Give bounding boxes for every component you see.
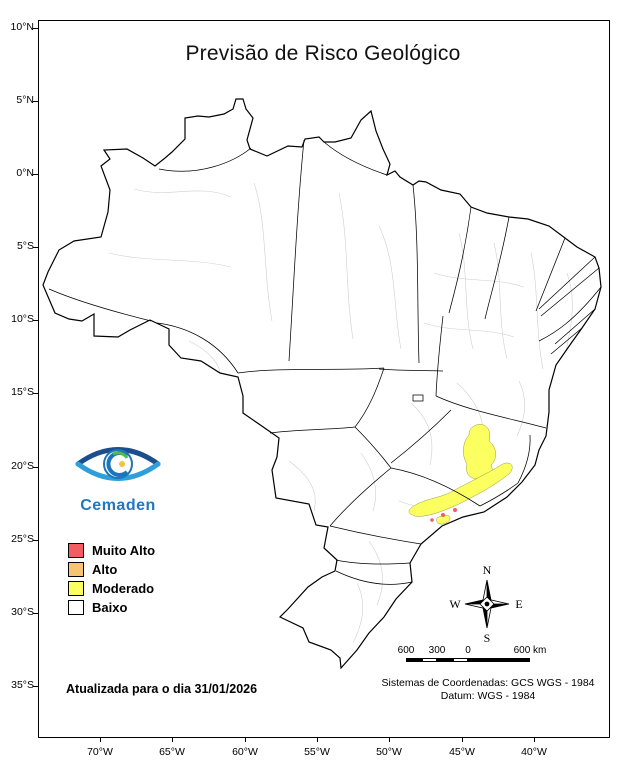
lon-axis-label: 40°W — [521, 746, 547, 758]
legend-swatch-baixo — [68, 600, 84, 615]
scale-segment — [437, 658, 453, 662]
compass-south-label: S — [484, 631, 491, 645]
lat-axis-label: 15°S — [11, 386, 34, 398]
axis-tick — [534, 737, 535, 742]
axis-tick — [33, 467, 38, 468]
risk-areas-muito-alto — [430, 508, 457, 522]
axis-tick — [33, 101, 38, 102]
crs-note: Sistemas de Coordenadas: GCS WGS - 1984 … — [352, 677, 624, 703]
axis-tick — [462, 737, 463, 742]
lat-axis-label: 20°S — [11, 460, 34, 472]
scale-label: 0 — [465, 645, 471, 656]
legend-swatch-alto — [68, 562, 84, 577]
axis-tick — [245, 737, 246, 742]
legend-label: Moderado — [92, 581, 155, 596]
legend-item: Muito Alto — [68, 541, 155, 560]
legend-label: Alto — [92, 562, 118, 577]
lon-axis-label: 65°W — [159, 746, 185, 758]
risk-area-moderado — [408, 462, 513, 517]
scale-label: 600 — [397, 645, 415, 656]
compass-north-label: N — [483, 563, 492, 577]
updated-note: Atualizada para o dia 31/01/2026 — [66, 682, 258, 696]
axis-tick — [33, 540, 38, 541]
lat-axis-label: 25°S — [11, 533, 34, 545]
legend-item: Alto — [68, 560, 155, 579]
axis-tick — [172, 737, 173, 742]
axis-tick — [33, 28, 38, 29]
legend-swatch-moderado — [68, 581, 84, 596]
scale-bar: 600 300 0 600 km — [396, 645, 576, 671]
scale-label: 300 — [428, 645, 446, 656]
axis-tick — [33, 174, 38, 175]
scale-segment — [468, 658, 530, 662]
axis-tick — [33, 320, 38, 321]
lat-axis-label: 5°S — [16, 240, 34, 252]
axis-tick — [33, 393, 38, 394]
cemaden-wordmark: Cemaden — [80, 497, 156, 514]
lon-axis-label: 60°W — [232, 746, 258, 758]
page-title: Previsão de Risco Geológico — [185, 42, 461, 65]
scale-label: 600 km — [513, 645, 547, 656]
compass-rose: N S E W — [447, 562, 527, 648]
scale-segment — [406, 658, 422, 662]
crs-line2: Datum: WGS - 1984 — [440, 690, 536, 702]
lat-axis-label: 35°S — [11, 679, 34, 691]
map-frame — [38, 20, 610, 738]
axis-tick — [33, 686, 38, 687]
cemaden-logo: Cemaden — [58, 437, 178, 515]
brazil-map — [42, 98, 602, 669]
lon-axis-label: 50°W — [376, 746, 402, 758]
legend-label: Muito Alto — [92, 543, 156, 558]
risk-areas-moderado — [408, 424, 513, 525]
cemaden-eye-icon — [75, 447, 161, 481]
lat-axis-label: 0°N — [16, 167, 34, 179]
lon-axis-label: 70°W — [87, 746, 113, 758]
compass-east-label: E — [515, 597, 522, 611]
axis-tick — [100, 737, 101, 742]
crs-line1: Sistemas de Coordenadas: GCS WGS - 1984 — [381, 677, 595, 689]
axis-tick — [33, 613, 38, 614]
legend-item: Baixo — [68, 598, 155, 617]
compass-west-label: W — [449, 597, 461, 611]
axis-tick — [317, 737, 318, 742]
risk-legend: Muito Alto Alto Moderado Baixo — [68, 541, 155, 617]
axis-tick — [33, 247, 38, 248]
scale-segment — [452, 658, 468, 662]
lat-axis-label: 5°N — [16, 94, 34, 106]
compass-star-icon — [464, 579, 510, 629]
lon-axis-label: 55°W — [304, 746, 330, 758]
lat-axis-label: 30°S — [11, 606, 34, 618]
lon-axis-label: 45°W — [449, 746, 475, 758]
lat-axis-label: 10°S — [11, 313, 34, 325]
legend-swatch-muito-alto — [68, 543, 84, 558]
legend-item: Moderado — [68, 579, 155, 598]
scale-segment — [421, 658, 437, 662]
lat-axis-label: 10°N — [10, 21, 34, 33]
state-boundaries — [48, 139, 602, 585]
axis-tick — [389, 737, 390, 742]
legend-label: Baixo — [92, 600, 128, 615]
